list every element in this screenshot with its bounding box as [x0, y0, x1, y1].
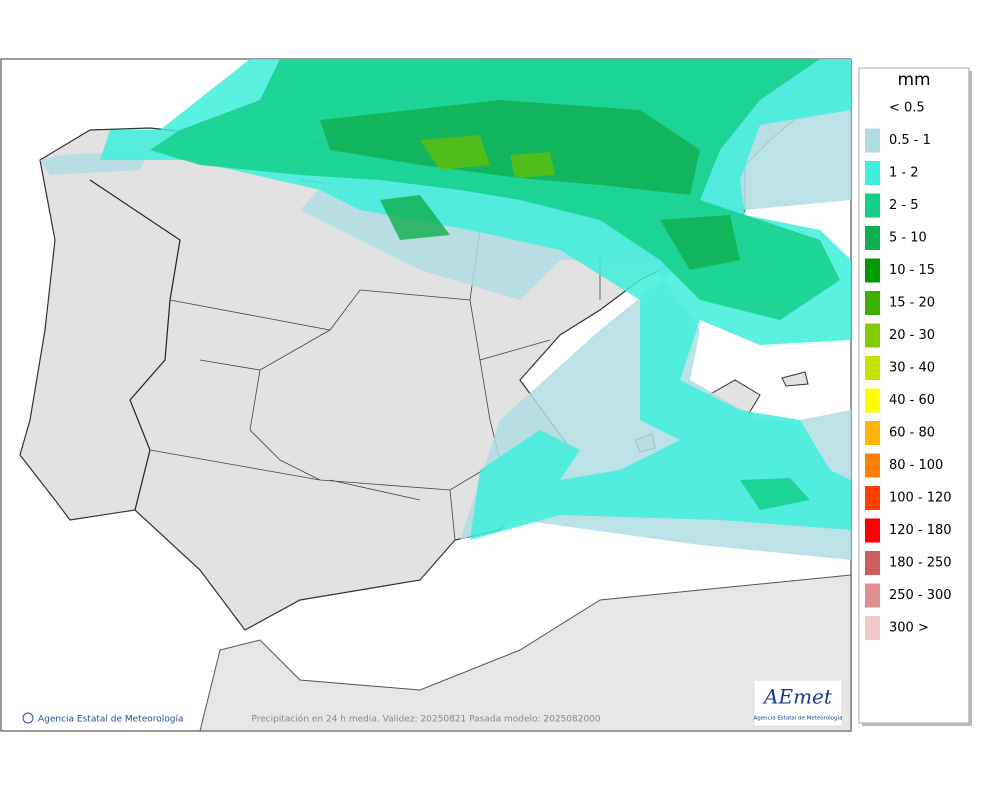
legend-swatch [865, 453, 880, 478]
legend-label: < 0.5 [889, 101, 925, 116]
legend-swatch [865, 226, 880, 250]
legend-swatch [865, 323, 880, 348]
legend-swatch [865, 291, 880, 315]
legend-title: mm [897, 70, 930, 90]
legend-swatch [865, 128, 880, 153]
legend-swatch [865, 421, 880, 445]
legend-label: 20 - 30 [889, 328, 935, 343]
legend-label: 250 - 300 [889, 588, 952, 603]
legend: mm < 0.5 0.5 - 1 1 - 2 2 - 5 5 - 10 10 - 15 15… [858, 67, 972, 726]
legend-label: 100 - 120 [889, 491, 952, 506]
legend-label: 180 - 250 [889, 556, 952, 571]
map: Agencia Estatal de Meteorología Precipit… [0, 58, 852, 732]
menorca [781, 371, 809, 387]
legend-label: 5 - 10 [889, 231, 927, 246]
legend-swatch [865, 518, 880, 543]
legend-label: 80 - 100 [889, 458, 943, 473]
legend-swatch [865, 356, 880, 380]
legend-label: 120 - 180 [889, 523, 952, 538]
legend-swatch [865, 193, 880, 218]
legend-label: 40 - 60 [889, 393, 935, 408]
legend-label: 60 - 80 [889, 426, 935, 441]
logo-subtitle: Agencia Estatal de Meteorología [754, 715, 843, 722]
legend-swatch [865, 583, 880, 608]
legend-swatch [865, 551, 880, 575]
caption: Precipitación en 24 h media. Validez: 20… [251, 714, 601, 725]
legend-label: 10 - 15 [889, 263, 935, 278]
legend-label: 1 - 2 [889, 166, 919, 181]
logo-name: AEmet [762, 685, 833, 709]
legend-label: 2 - 5 [889, 198, 919, 213]
legend-swatch [865, 486, 880, 510]
legend-swatch [865, 258, 880, 283]
legend-swatch [865, 616, 880, 640]
precip-10-20 [420, 135, 555, 178]
legend-label: 15 - 20 [889, 296, 935, 311]
legend-label: 30 - 40 [889, 361, 935, 376]
legend-label: 300 > [889, 621, 929, 636]
legend-swatch [865, 388, 880, 413]
legend-label: 0.5 - 1 [889, 133, 931, 148]
legend-swatch [865, 161, 880, 185]
credit: Agencia Estatal de Meteorología [38, 715, 184, 725]
logo-box [753, 679, 843, 727]
copyright-icon [22, 712, 34, 724]
africa-land [199, 574, 851, 731]
